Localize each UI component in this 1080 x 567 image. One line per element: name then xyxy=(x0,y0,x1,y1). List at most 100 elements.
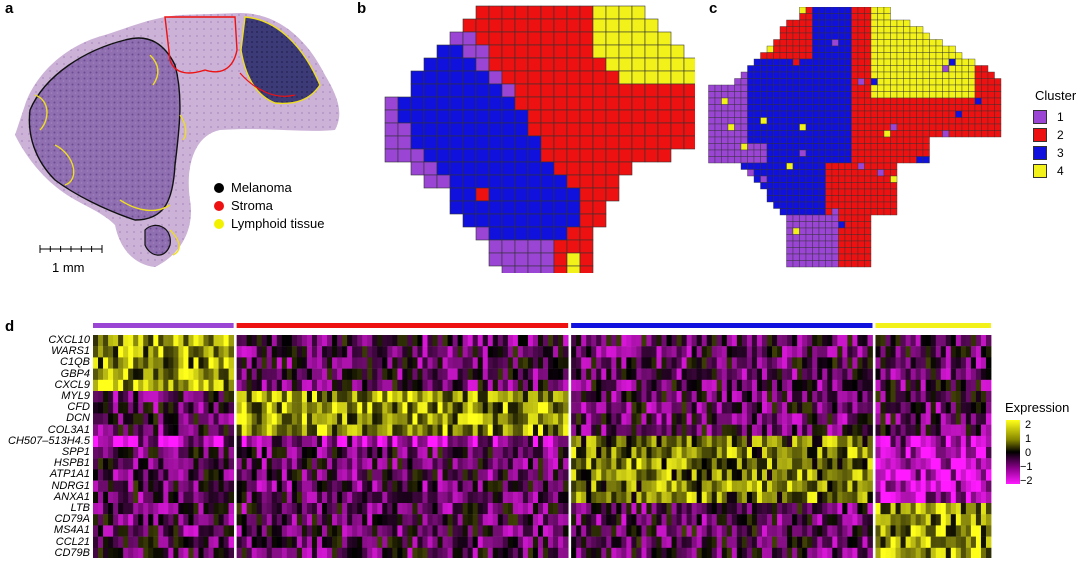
heatmap-cell xyxy=(347,413,353,425)
heatmap-cell xyxy=(543,346,549,358)
heatmap-cell xyxy=(940,514,947,526)
heatmap-cell xyxy=(626,447,632,459)
heatmap-cell xyxy=(890,357,896,369)
heatmap-cell xyxy=(681,346,688,358)
heatmap-cell xyxy=(822,435,828,448)
spot-fine xyxy=(857,123,865,131)
heatmap-cell xyxy=(676,391,683,403)
heatmap-cell xyxy=(437,435,443,448)
heatmap-cell xyxy=(955,413,962,425)
spot-fine xyxy=(799,65,807,73)
heatmap-cell xyxy=(596,435,602,448)
heatmap-cell xyxy=(213,424,219,436)
spot-fine xyxy=(864,260,872,268)
heatmap-cell xyxy=(143,469,149,481)
heatmap-cell xyxy=(802,480,808,492)
spot-fine xyxy=(708,136,716,144)
heatmap-cell xyxy=(432,346,438,358)
heatmap-cell xyxy=(261,547,268,558)
spot-coarse xyxy=(670,96,685,111)
heatmap-cell xyxy=(316,335,323,347)
heatmap-cell xyxy=(782,413,788,425)
heatmap-cell xyxy=(218,480,224,492)
heatmap-cell xyxy=(563,335,569,347)
heatmap-cell xyxy=(970,413,977,425)
heatmap-cell xyxy=(271,536,278,548)
heatmap-cell xyxy=(482,536,489,548)
heatmap-cell xyxy=(447,480,454,492)
heatmap-cell xyxy=(173,357,179,369)
heatmap-cell xyxy=(412,458,418,470)
heatmap-cell xyxy=(950,346,957,358)
spot-fine xyxy=(883,182,891,190)
heatmap-cell xyxy=(452,424,459,436)
heatmap-cell xyxy=(357,525,363,537)
heatmap-cell xyxy=(342,469,348,481)
heatmap-cell xyxy=(955,424,962,436)
heatmap-cell xyxy=(646,503,652,515)
heatmap-cell xyxy=(576,335,582,347)
heatmap-cell xyxy=(193,503,199,515)
heatmap-cell xyxy=(960,547,967,558)
heatmap-cell xyxy=(477,435,484,448)
heatmap-cell xyxy=(940,335,947,347)
spot-fine xyxy=(903,84,911,92)
heatmap-cell xyxy=(965,346,972,358)
spot-fine xyxy=(864,156,872,164)
spot-coarse xyxy=(475,187,490,202)
heatmap-cell xyxy=(756,469,763,481)
heatmap-cell xyxy=(432,435,438,448)
spot-coarse xyxy=(540,161,555,176)
spot-coarse xyxy=(540,18,555,33)
spot-fine xyxy=(792,123,800,131)
heatmap-cell xyxy=(746,469,753,481)
spot-fine xyxy=(734,143,742,151)
heatmap-cell xyxy=(527,346,534,358)
spot-fine xyxy=(792,253,800,261)
heatmap-cell xyxy=(935,491,942,504)
spot-fine xyxy=(864,130,872,138)
heatmap-cell xyxy=(422,379,428,392)
spot-fine xyxy=(831,221,839,229)
heatmap-cell xyxy=(965,469,972,481)
heatmap-cell xyxy=(332,503,338,515)
heatmap-cell xyxy=(641,525,647,537)
heatmap-cell xyxy=(183,424,189,436)
heatmap-cell xyxy=(98,435,104,448)
heatmap-cell xyxy=(746,346,753,358)
heatmap-cell xyxy=(651,458,657,470)
heatmap-cell xyxy=(691,402,698,414)
heatmap-cell xyxy=(621,424,627,436)
heatmap-cell xyxy=(601,547,607,558)
heatmap-cell xyxy=(467,469,474,481)
heatmap-cell xyxy=(457,346,464,358)
heatmap-cell xyxy=(522,547,529,558)
heatmap-cell xyxy=(641,491,647,504)
heatmap-cell xyxy=(228,413,235,425)
heatmap-cell xyxy=(726,379,733,392)
heatmap-cell xyxy=(457,379,464,392)
heatmap-cell xyxy=(377,379,383,392)
heatmap-cell xyxy=(286,435,293,448)
heatmap-cell xyxy=(581,458,587,470)
heatmap-cell xyxy=(188,346,194,358)
spot-fine xyxy=(857,97,865,105)
spot-fine xyxy=(961,71,969,79)
heatmap-cell xyxy=(905,536,912,548)
heatmap-cell xyxy=(251,447,258,459)
spot-fine xyxy=(948,97,956,105)
spot-fine xyxy=(909,39,917,47)
heatmap-cell xyxy=(168,413,174,425)
heatmap-cell xyxy=(586,458,592,470)
spot-fine xyxy=(825,247,833,255)
heatmap-cell xyxy=(352,547,358,558)
heatmap-cell xyxy=(915,469,922,481)
spot-fine xyxy=(955,117,963,125)
spot-fine xyxy=(786,247,794,255)
spot-fine xyxy=(760,156,768,164)
spot-fine xyxy=(883,175,891,183)
heatmap-cell xyxy=(930,503,937,515)
heatmap-cell xyxy=(558,480,564,492)
heatmap-cell xyxy=(676,525,683,537)
spot-fine xyxy=(870,39,878,47)
